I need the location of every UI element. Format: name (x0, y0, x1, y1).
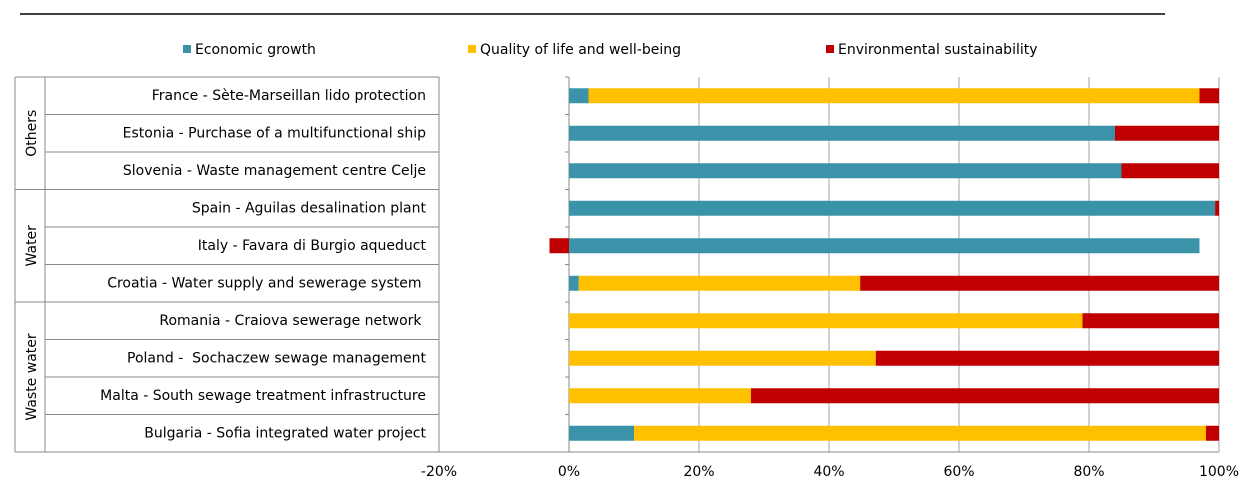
y-tick-label: Estonia - Purchase of a multifunctional … (123, 125, 426, 141)
y-tick-label: Slovenia - Waste management centre Celje (123, 163, 426, 179)
x-tick-label: 0% (558, 464, 580, 480)
group-label: Others (24, 110, 40, 157)
y-tick-label: Romania - Craiova sewerage network (159, 313, 426, 329)
bar-segment (569, 200, 1216, 216)
y-tick-label: Poland - Sochaczew sewage management (127, 350, 426, 366)
bar-segment (1199, 88, 1219, 104)
bar-segment (634, 425, 1206, 441)
x-tick-label: 60% (943, 464, 974, 480)
legend-label: Environmental sustainability (838, 42, 1038, 58)
legend-swatch (468, 45, 476, 53)
legend-swatch (183, 45, 191, 53)
bar-segment (860, 275, 1219, 291)
bar-segment (578, 275, 861, 291)
bar-segment (569, 238, 1200, 254)
y-tick-label: Croatia - Water supply and sewerage syst… (107, 275, 426, 291)
x-tick-label: 100% (1199, 464, 1239, 480)
bar-segment (1206, 425, 1219, 441)
x-tick-label: 20% (683, 464, 714, 480)
legend-label: Economic growth (195, 42, 316, 58)
y-tick-label: Malta - South sewage treatment infrastru… (100, 388, 426, 404)
bar-segment (569, 275, 579, 291)
bar-segment (1115, 125, 1219, 141)
bar-segment (569, 388, 751, 404)
group-label: Water (24, 225, 40, 267)
bar-segment (569, 350, 876, 366)
bar-segment (569, 88, 589, 104)
bar-segment (569, 313, 1083, 329)
bar-segment (549, 238, 569, 254)
y-tick-label: Bulgaria - Sofia integrated water projec… (144, 425, 426, 441)
bar-segment (1215, 200, 1219, 216)
legend-swatch (826, 45, 834, 53)
bar-segment (569, 163, 1122, 179)
bar-segment (569, 125, 1115, 141)
bar-segment (751, 388, 1219, 404)
y-tick-label: Spain - Aguilas desalination plant (192, 200, 427, 216)
legend-label: Quality of life and well-being (480, 42, 681, 58)
group-label: Waste water (24, 333, 40, 421)
x-tick-label: -20% (421, 464, 457, 480)
bar-segment (569, 425, 634, 441)
x-tick-label: 40% (813, 464, 844, 480)
bar-segment (875, 350, 1219, 366)
y-tick-label: France - Sète-Marseillan lido protection (152, 88, 426, 104)
bar-segment (588, 88, 1200, 104)
x-tick-label: 80% (1073, 464, 1104, 480)
bar-segment (1121, 163, 1219, 179)
y-tick-label: Italy - Favara di Burgio aqueduct (198, 238, 427, 254)
bar-segment (1082, 313, 1219, 329)
